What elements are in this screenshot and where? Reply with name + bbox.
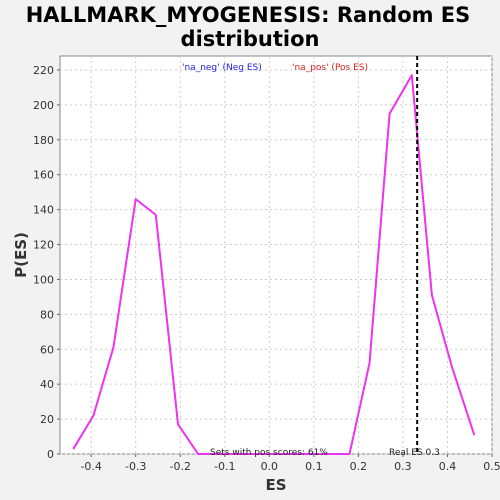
- data-point: [368, 362, 371, 364]
- data-point: [297, 453, 299, 455]
- y-tick-label: 80: [40, 308, 54, 321]
- y-axis-ticks: 0 20 40 60 80 100 120 140 160 180 200 220: [33, 64, 60, 461]
- grid-lines: [60, 56, 493, 455]
- x-axis-ticks: -0.4 -0.3 -0.2 -0.1 0.0 0.1 0.2 0.3 0.4 0.5: [80, 454, 500, 473]
- y-tick-label: 160: [33, 169, 54, 182]
- data-point: [217, 453, 219, 455]
- data-point: [348, 453, 351, 455]
- legend-neg-es: 'na_neg' (Neg ES): [182, 63, 262, 73]
- data-point: [337, 453, 339, 455]
- y-tick-label: 60: [40, 343, 54, 356]
- data-point: [411, 74, 413, 76]
- x-tick-label: 0.2: [350, 460, 368, 473]
- real-es-label: Real ES 0.3: [389, 448, 440, 458]
- x-tick-label: 0.3: [394, 460, 412, 473]
- data-point: [237, 453, 239, 455]
- chart-title-line-1: HALLMARK_MYOGENESIS: Random ES: [26, 3, 471, 27]
- x-tick-label: -0.4: [80, 460, 101, 473]
- data-point: [177, 423, 179, 425]
- data-point: [473, 434, 475, 436]
- data-point: [72, 448, 74, 450]
- y-tick-label: 120: [33, 239, 54, 252]
- legend-pos-es: 'na_pos' (Pos ES): [292, 63, 368, 73]
- y-tick-label: 20: [40, 413, 54, 426]
- y-tick-label: 220: [33, 64, 54, 77]
- data-point: [135, 198, 137, 200]
- y-axis-label: P(ES): [12, 232, 30, 278]
- x-tick-label: -0.2: [170, 460, 191, 473]
- x-axis-label: ES: [265, 476, 286, 494]
- x-tick-label: 0.1: [305, 460, 323, 473]
- data-point: [257, 453, 259, 455]
- y-tick-label: 40: [40, 378, 54, 391]
- y-tick-label: 200: [33, 99, 54, 112]
- x-tick-label: 0.4: [439, 460, 457, 473]
- y-tick-label: 0: [47, 448, 54, 461]
- y-tick-label: 180: [33, 134, 54, 147]
- data-point: [112, 346, 115, 349]
- data-point: [155, 214, 157, 216]
- x-tick-label: 0.5: [483, 460, 500, 473]
- data-point: [451, 366, 453, 368]
- series-layer: [72, 74, 476, 455]
- data-point: [197, 453, 199, 455]
- data-point: [431, 294, 433, 296]
- y-tick-label: 140: [33, 204, 54, 217]
- data-point: [277, 453, 279, 455]
- plot-area: [59, 55, 493, 455]
- x-tick-label: -0.3: [125, 460, 146, 473]
- x-tick-label: 0.0: [261, 460, 279, 473]
- data-point: [92, 414, 95, 417]
- data-point: [388, 113, 391, 115]
- chart-title-line-2: distribution: [181, 27, 320, 51]
- pos-scores-annotation: Sets with pos scores: 61%: [210, 448, 328, 458]
- data-point: [317, 453, 319, 455]
- x-tick-label: -0.1: [214, 460, 235, 473]
- y-tick-label: 100: [33, 273, 54, 286]
